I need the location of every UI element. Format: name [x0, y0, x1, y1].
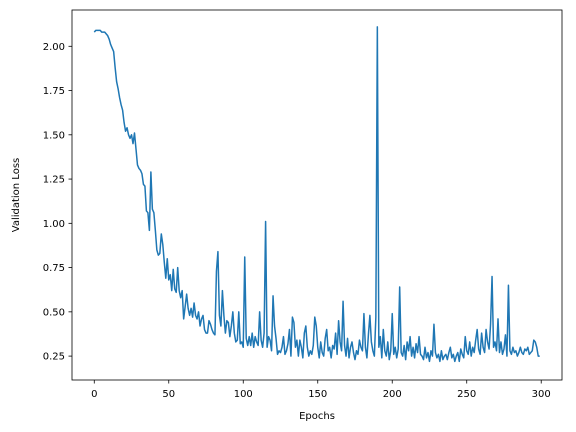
x-tick-label: 0: [91, 389, 97, 400]
y-tick-label: 0.50: [43, 307, 65, 318]
y-tick-label: 1.25: [43, 175, 65, 186]
x-tick-label: 100: [234, 389, 253, 400]
x-axis-label: Epochs: [299, 411, 335, 422]
x-tick-label: 250: [457, 389, 476, 400]
x-tick-label: 50: [162, 389, 175, 400]
y-tick-label: 0.25: [43, 352, 65, 363]
y-tick-label: 0.75: [43, 263, 65, 274]
loss-line: [93, 26, 540, 363]
plot-frame: [71, 9, 563, 381]
y-tick-label: 1.50: [43, 130, 65, 141]
x-tick-label: 150: [308, 389, 327, 400]
y-tick-label: 1.75: [43, 86, 65, 97]
x-tick-label: 300: [532, 389, 551, 400]
x-tick-label: 200: [383, 389, 402, 400]
y-axis-label: Validation Loss: [11, 158, 22, 233]
y-tick-label: 1.00: [43, 219, 65, 230]
y-tick-label: 2.00: [43, 42, 65, 53]
